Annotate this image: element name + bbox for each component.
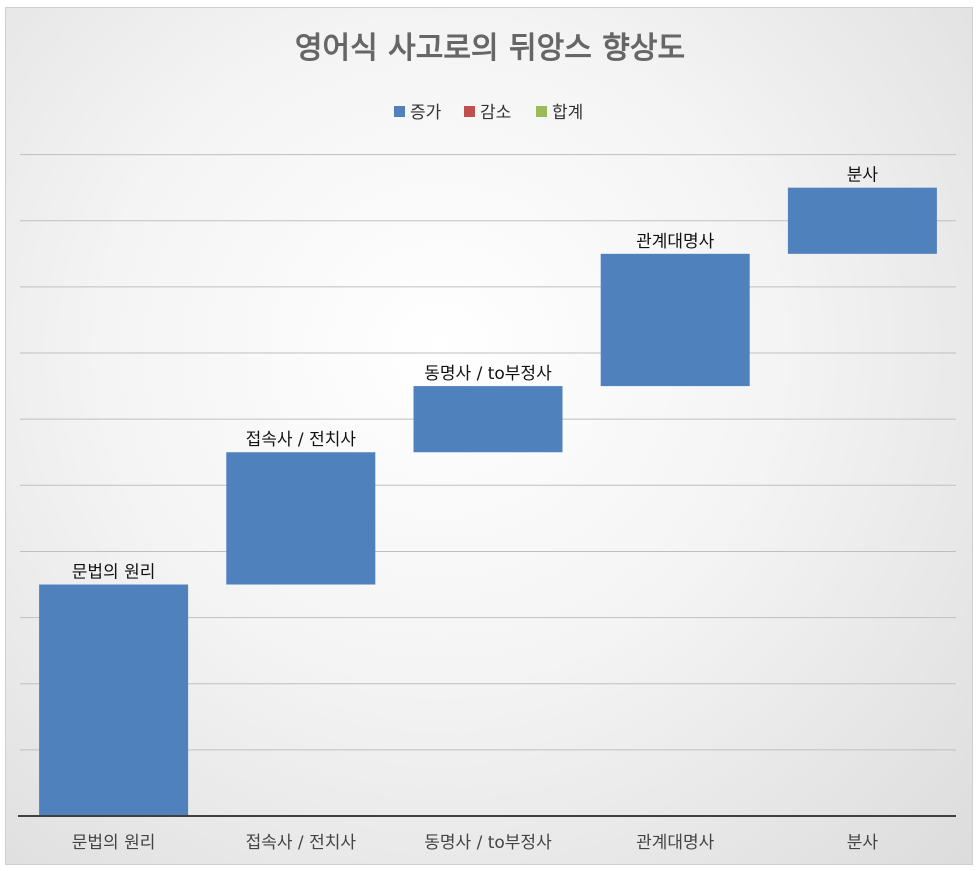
legend-swatch — [394, 106, 405, 117]
x-tick-label: 동명사 / to부정사 — [424, 833, 552, 853]
legend: 증가 감소 합계 — [394, 103, 583, 123]
bar — [226, 452, 376, 585]
bar-data-label: 동명사 / to부정사 — [424, 364, 552, 384]
chart-area: 영어식 사고로의 뒤앙스 향상도 증가 감소 합계 문법의 원리 접속사 / 전치사 동… — [5, 7, 973, 865]
bars: 문법의 원리 접속사 / 전치사 동명사 / to부정사 관계대명사 분사 — [39, 166, 937, 816]
bar — [413, 386, 563, 453]
bar-data-label: 문법의 원리 — [72, 563, 156, 583]
x-tick-label: 관계대명사 — [636, 833, 715, 853]
x-tick-label: 문법의 원리 — [72, 833, 156, 853]
bar — [787, 187, 937, 254]
legend-label: 합계 — [552, 103, 583, 123]
x-tick-label: 접속사 / 전치사 — [246, 833, 357, 853]
legend-swatch — [464, 106, 475, 117]
x-tick-labels: 문법의 원리 접속사 / 전치사 동명사 / to부정사 관계대명사 분사 — [72, 833, 879, 853]
bar-data-label: 관계대명사 — [636, 232, 715, 252]
legend-swatch — [536, 106, 547, 117]
bar-data-label: 접속사 / 전치사 — [246, 430, 357, 450]
legend-label: 감소 — [480, 103, 511, 123]
bar — [39, 584, 189, 816]
x-tick-label: 분사 — [847, 833, 879, 853]
bar-data-label: 분사 — [847, 166, 879, 186]
legend-label: 증가 — [410, 103, 442, 123]
bar — [600, 253, 750, 387]
chart-title: 영어식 사고로의 뒤앙스 향상도 — [295, 31, 685, 66]
